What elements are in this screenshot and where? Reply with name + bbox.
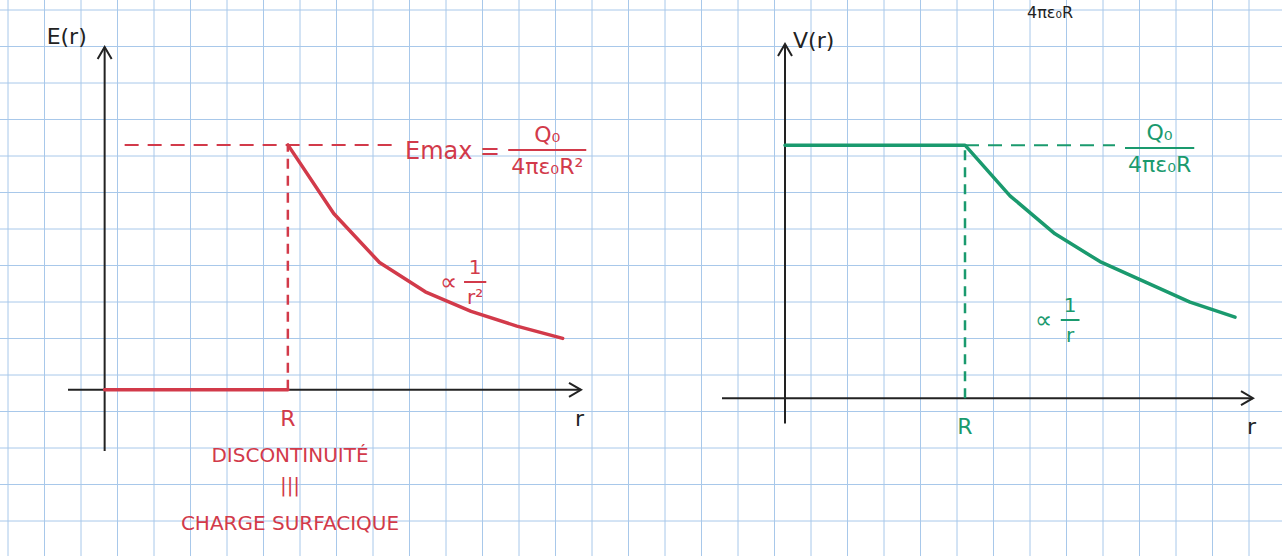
annotation-symbol: ∝	[1035, 306, 1052, 334]
fraction-numerator: 1	[1064, 293, 1077, 317]
fraction-bar	[1061, 319, 1080, 321]
y-axis-title: E(r)	[47, 24, 87, 49]
grid-line	[0, 156, 1282, 157]
tick-dashed-line	[964, 145, 967, 398]
note: DISCONTINUITÉ	[211, 443, 368, 467]
grid-line	[0, 484, 1282, 485]
fraction-numerator: 1	[469, 255, 482, 279]
annotation-symbol: ∝	[440, 268, 457, 296]
fraction-numerator: Q₀	[1147, 120, 1173, 145]
x-tick-label: R	[957, 414, 972, 439]
fraction-denominator: r	[1066, 323, 1075, 347]
level-label: Emax =	[405, 137, 500, 165]
x-axis-arrow	[1241, 391, 1253, 405]
grid-line	[0, 448, 1282, 449]
grid-line	[0, 83, 1282, 84]
grid-line	[0, 229, 1282, 230]
x-axis-arrow	[569, 383, 581, 397]
series-line	[105, 145, 563, 390]
y-axis-title: V(r)	[793, 28, 834, 53]
fraction-denominator: r²	[467, 285, 483, 309]
grid-line	[0, 338, 1282, 339]
fraction-bar	[1125, 147, 1194, 149]
fraction-bar	[508, 149, 586, 151]
fraction-numerator: Q₀	[534, 122, 560, 147]
x-axis-title: r	[1247, 414, 1257, 439]
grid-line	[0, 302, 1282, 303]
grid-line	[0, 411, 1282, 412]
panel: V(r) r R Q₀ 4πε₀R ∝ 1 r 4πε₀R	[722, 3, 1257, 439]
page: E(r) r R Emax = Q₀ 4πε₀R² ∝ 1 r² DISCONTINUITÉ |||…	[0, 0, 1282, 556]
grid-line	[0, 46, 1282, 47]
y-axis-arrow	[98, 47, 112, 59]
series-group	[105, 145, 563, 390]
x-tick-label: R	[280, 406, 295, 431]
x-axis	[722, 397, 1253, 399]
y-axis	[784, 44, 786, 424]
fraction-denominator: 4πε₀R	[1128, 152, 1191, 177]
tick-dashed-line	[287, 145, 290, 390]
series-group	[785, 145, 1235, 317]
series-line	[785, 145, 1235, 317]
x-axis-title: r	[575, 406, 585, 431]
note: CHARGE SURFACIQUE	[181, 511, 399, 535]
grid-line	[0, 119, 1282, 120]
level-line	[125, 144, 395, 146]
grid-line	[0, 375, 1282, 376]
grid-line	[0, 265, 1282, 266]
level-line	[965, 144, 1115, 146]
header-fragment: 4πε₀R	[1027, 3, 1073, 22]
fraction-denominator: 4πε₀R²	[511, 154, 583, 179]
grid-line	[0, 192, 1282, 193]
panel: E(r) r R Emax = Q₀ 4πε₀R² ∝ 1 r² DISCONTINUITÉ |||…	[47, 24, 587, 535]
y-axis-arrow	[778, 44, 792, 56]
paper-grid	[0, 0, 1282, 556]
note: |||	[280, 473, 300, 497]
grid-line	[0, 10, 1282, 11]
fraction-bar	[464, 281, 486, 283]
